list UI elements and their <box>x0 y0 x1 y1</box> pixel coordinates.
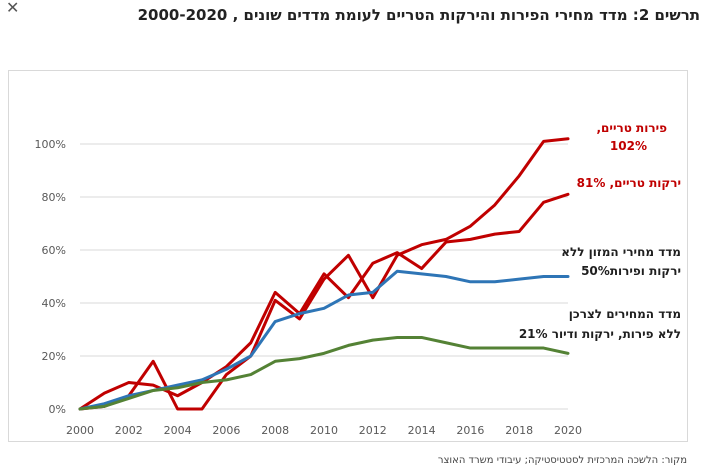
chart-frame <box>8 70 688 442</box>
series-annotation: מדד המחירים לצרכן <box>569 307 681 321</box>
series-line-2 <box>78 269 570 411</box>
y-tick-label: 80% <box>42 191 66 204</box>
series-annotation: ירקות ופירות50% <box>581 264 681 278</box>
x-tick-label: 2014 <box>408 424 436 437</box>
series-annotation: פירות טריים, <box>597 121 668 135</box>
series-annotation: ללא פירות, ירקות ודיור 21% <box>519 327 681 341</box>
x-tick-label: 2012 <box>359 424 387 437</box>
x-tick-label: 2010 <box>310 424 338 437</box>
close-icon[interactable]: ✕ <box>6 0 20 17</box>
y-tick-label: 100% <box>35 138 66 151</box>
y-tick-label: 20% <box>42 350 66 363</box>
x-tick-label: 2016 <box>456 424 484 437</box>
series-annotation: 102% <box>610 139 647 153</box>
x-tick-label: 2018 <box>505 424 533 437</box>
series-line-0 <box>78 192 570 411</box>
series-lines <box>78 137 570 411</box>
x-tick-label: 2006 <box>212 424 240 437</box>
x-tick-label: 2002 <box>115 424 143 437</box>
x-tick-label: 2020 <box>554 424 582 437</box>
y-tick-label: 0% <box>49 403 66 416</box>
series-annotation: מדד מחירי המזון ללא <box>561 245 681 259</box>
grid-lines <box>80 143 568 410</box>
series-line-1 <box>78 137 570 411</box>
source-note: מקור: הלשכה המרכזית לסטטיסטיקה; עיבודי מ… <box>437 455 687 466</box>
chart-title: תרשים 2: מדד מחירי הפירות והירקות הטריים… <box>137 6 700 24</box>
y-tick-label: 40% <box>42 297 66 310</box>
annotations: פירות טריים, 102% ירקות טריים, 81% מדד מחיר… <box>519 121 681 341</box>
series-annotation: ירקות טריים, 81% <box>577 176 681 190</box>
x-tick-label: 2000 <box>66 424 94 437</box>
x-tick-label: 2008 <box>261 424 289 437</box>
series-line-3 <box>78 335 570 411</box>
axes: 0% 20% 40% 60% 80% 100% 2000 2002 2004 2006 2008 20… <box>35 138 582 437</box>
x-tick-label: 2004 <box>164 424 192 437</box>
y-tick-label: 60% <box>42 244 66 257</box>
